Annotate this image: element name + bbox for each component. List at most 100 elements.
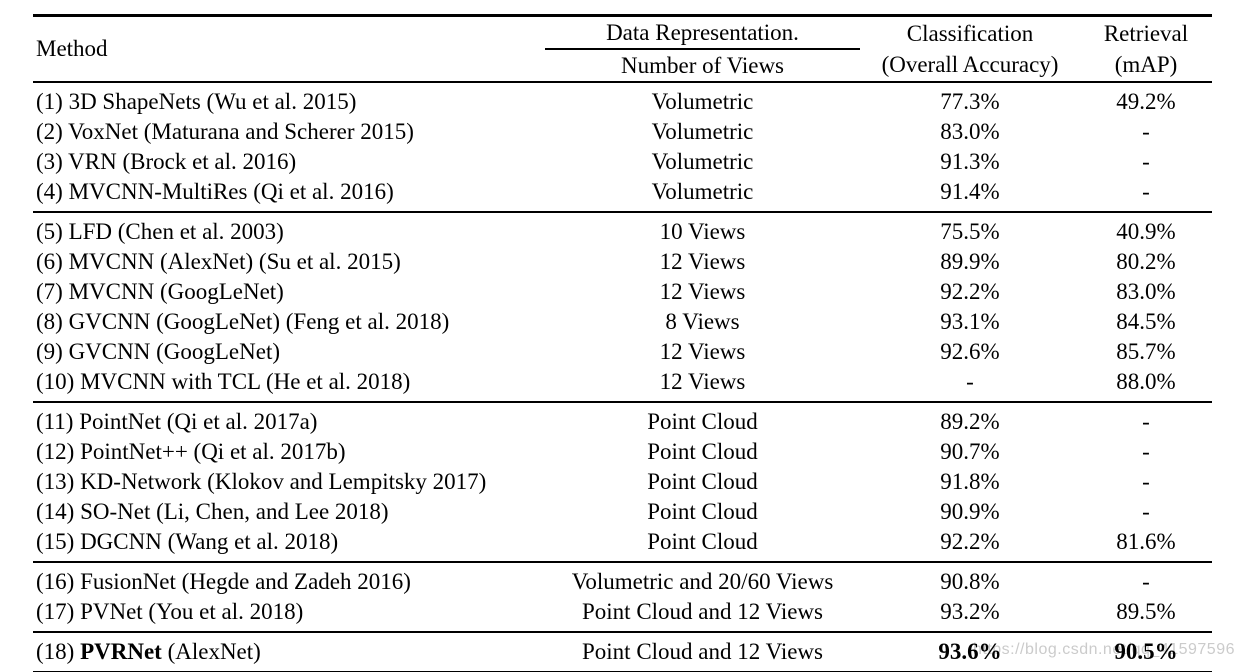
representation-cell: Volumetric: [651, 89, 754, 114]
map-cell: 85.7%: [1116, 339, 1176, 364]
method-cell: (5) LFD (Chen et al. 2003): [36, 219, 284, 244]
table-row: (1) 3D ShapeNets (Wu et al. 2015) Volumet…: [33, 82, 1212, 117]
header-retrieval: Retrieval (mAP): [1080, 16, 1212, 83]
map-cell: -: [1142, 409, 1150, 434]
table-row: (15) DGCNN (Wang et al. 2018) Point Cloud…: [33, 527, 1212, 562]
map-cell: -: [1142, 179, 1150, 204]
accuracy-cell: 90.7%: [940, 439, 1000, 464]
method-cell: (16) FusionNet (Hegde and Zadeh 2016): [36, 569, 411, 594]
method-name-bold: PVRNet: [80, 639, 162, 664]
method-cell: (4) MVCNN-MultiRes (Qi et al. 2016): [36, 179, 394, 204]
method-text: (AlexNet): [161, 639, 261, 664]
representation-cell: Point Cloud: [647, 469, 758, 494]
table-row: (4) MVCNN-MultiRes (Qi et al. 2016) Volum…: [33, 177, 1212, 212]
header-classification-line2: (Overall Accuracy): [881, 52, 1059, 77]
map-cell: -: [1142, 149, 1150, 174]
method-cell: (10) MVCNN with TCL (He et al. 2018): [36, 369, 411, 394]
map-cell: 83.0%: [1116, 279, 1176, 304]
method-cell: (6) MVCNN (AlexNet) (Su et al. 2015): [36, 249, 401, 274]
header-classification: Classification (Overall Accuracy): [860, 16, 1080, 83]
accuracy-cell: 90.8%: [940, 569, 1000, 594]
representation-cell: 12 Views: [659, 339, 746, 364]
map-cell: -: [1142, 499, 1150, 524]
map-cell: 89.5%: [1116, 599, 1176, 624]
accuracy-cell: 91.8%: [940, 469, 1000, 494]
accuracy-cell: 91.4%: [940, 179, 1000, 204]
accuracy-cell: 90.9%: [940, 499, 1000, 524]
accuracy-cell: 77.3%: [940, 89, 1000, 114]
map-cell: -: [1142, 119, 1150, 144]
map-cell: 84.5%: [1116, 309, 1176, 334]
method-cell: (14) SO-Net (Li, Chen, and Lee 2018): [36, 499, 389, 524]
representation-cell: Point Cloud: [647, 499, 758, 524]
accuracy-cell: 92.2%: [940, 279, 1000, 304]
method-cell: (9) GVCNN (GoogLeNet): [36, 339, 280, 364]
method-cell: (8) GVCNN (GoogLeNet) (Feng et al. 2018): [36, 309, 450, 334]
method-cell: (11) PointNet (Qi et al. 2017a): [36, 409, 318, 434]
table-row: (2) VoxNet (Maturana and Scherer 2015) Vo…: [33, 117, 1212, 147]
header-retrieval-line2: (mAP): [1114, 52, 1178, 77]
header-data-representation-line2: Number of Views: [621, 53, 784, 78]
representation-cell: Volumetric: [651, 179, 754, 204]
representation-cell: Point Cloud and 12 Views: [582, 639, 823, 664]
header-method: Method: [33, 16, 545, 83]
header-data-representation-line1: Data Representation.: [545, 17, 860, 50]
representation-cell: 12 Views: [659, 249, 746, 274]
map-cell: 81.6%: [1116, 529, 1176, 554]
table-row: (3) VRN (Brock et al. 2016) Volumetric 91.…: [33, 147, 1212, 177]
results-table-container: Method Data Representation. Number of Vi…: [33, 14, 1212, 672]
accuracy-cell: 83.0%: [940, 119, 1000, 144]
group-volumetric-methods: (1) 3D ShapeNets (Wu et al. 2015) Volumet…: [33, 82, 1212, 212]
group-proposed-method: (18) PVRNet (AlexNet) Point Cloud and 12 …: [33, 632, 1212, 672]
method-cell: (2) VoxNet (Maturana and Scherer 2015): [36, 119, 414, 144]
accuracy-cell: 93.2%: [940, 599, 1000, 624]
representation-cell: 8 Views: [665, 309, 740, 334]
accuracy-cell: 92.6%: [940, 339, 1000, 364]
table-row: (9) GVCNN (GoogLeNet) 12 Views 92.6% 85.7%: [33, 337, 1212, 367]
representation-cell: 12 Views: [659, 369, 746, 394]
header-row: Method Data Representation. Number of Vi…: [33, 16, 1212, 83]
representation-cell: Point Cloud and 12 Views: [582, 599, 823, 624]
group-point-cloud-methods: (11) PointNet (Qi et al. 2017a) Point Clo…: [33, 402, 1212, 562]
map-cell: 80.2%: [1116, 249, 1176, 274]
table-row: (7) MVCNN (GoogLeNet) 12 Views 92.2% 83.0%: [33, 277, 1212, 307]
representation-cell: Volumetric: [651, 119, 754, 144]
table-row: (16) FusionNet (Hegde and Zadeh 2016) Vol…: [33, 562, 1212, 597]
method-cell: (17) PVNet (You et al. 2018): [36, 599, 304, 624]
group-fusion-methods: (16) FusionNet (Hegde and Zadeh 2016) Vol…: [33, 562, 1212, 632]
table-row: (13) KD-Network (Klokov and Lempitsky 20…: [33, 467, 1212, 497]
accuracy-cell: 93.6%: [938, 639, 1002, 664]
method-cell: (15) DGCNN (Wang et al. 2018): [36, 529, 339, 554]
csdn-watermark: https://blog.csdn.net/qq_41597596: [972, 641, 1235, 658]
map-cell: 88.0%: [1116, 369, 1176, 394]
results-table: Method Data Representation. Number of Vi…: [33, 14, 1212, 672]
representation-cell: Volumetric and 20/60 Views: [571, 569, 834, 594]
accuracy-cell: 89.2%: [940, 409, 1000, 434]
representation-cell: 12 Views: [659, 279, 746, 304]
method-cell: (12) PointNet++ (Qi et al. 2017b): [36, 439, 346, 464]
group-view-based-methods: (5) LFD (Chen et al. 2003) 10 Views 75.5% 4…: [33, 212, 1212, 402]
method-cell: (3) VRN (Brock et al. 2016): [36, 149, 297, 174]
table-row: (6) MVCNN (AlexNet) (Su et al. 2015) 12 V…: [33, 247, 1212, 277]
table-row: (5) LFD (Chen et al. 2003) 10 Views 75.5% 4…: [33, 212, 1212, 247]
table-row: (18) PVRNet (AlexNet) Point Cloud and 12 …: [33, 632, 1212, 672]
table-header: Method Data Representation. Number of Vi…: [33, 16, 1212, 83]
map-cell: 40.9%: [1116, 219, 1176, 244]
method-cell: (18) PVRNet (AlexNet): [33, 632, 545, 672]
map-cell: 90.5%: [1114, 639, 1178, 664]
representation-cell: Point Cloud: [647, 409, 758, 434]
accuracy-cell: 89.9%: [940, 249, 1000, 274]
accuracy-cell: 92.2%: [940, 529, 1000, 554]
accuracy-cell: -: [966, 369, 974, 394]
header-data-representation: Data Representation. Number of Views: [545, 16, 860, 83]
header-method-label: Method: [36, 36, 108, 61]
header-retrieval-line1: Retrieval: [1103, 21, 1189, 46]
representation-cell: Point Cloud: [647, 529, 758, 554]
map-cell: 49.2%: [1116, 89, 1176, 114]
table-row: (12) PointNet++ (Qi et al. 2017b) Point C…: [33, 437, 1212, 467]
table-row: (11) PointNet (Qi et al. 2017a) Point Clo…: [33, 402, 1212, 437]
accuracy-cell: 91.3%: [940, 149, 1000, 174]
representation-cell: 10 Views: [659, 219, 746, 244]
method-cell: (7) MVCNN (GoogLeNet): [36, 279, 284, 304]
